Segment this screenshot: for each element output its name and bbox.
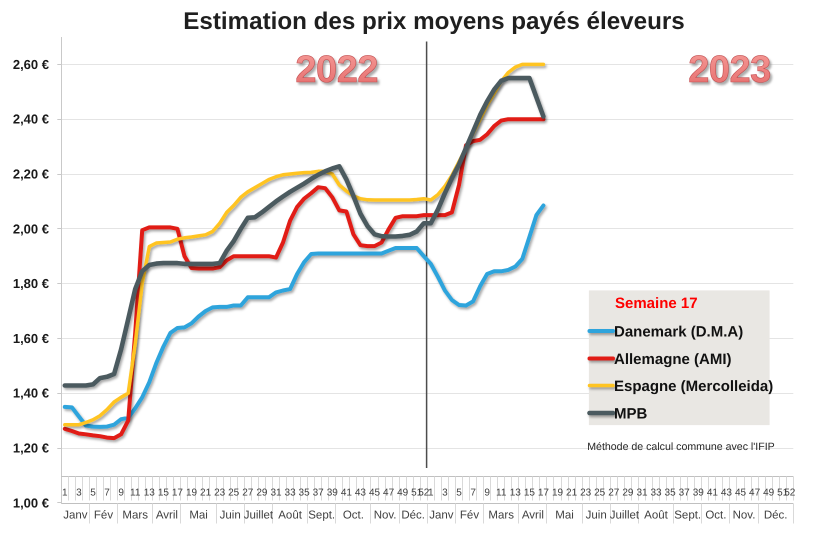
svg-text:1,20 €: 1,20 € [13, 441, 49, 456]
svg-text:23: 23 [214, 488, 226, 499]
svg-text:Août: Août [644, 510, 668, 522]
svg-text:13: 13 [510, 488, 522, 499]
svg-text:1,60 €: 1,60 € [13, 331, 49, 346]
svg-text:Déc.: Déc. [764, 510, 788, 522]
svg-text:Sept.: Sept. [308, 510, 335, 522]
svg-text:29: 29 [622, 488, 634, 499]
svg-text:23: 23 [580, 488, 592, 499]
svg-text:Danemark (D.M.A): Danemark (D.M.A) [614, 324, 743, 341]
svg-text:39: 39 [327, 488, 339, 499]
svg-text:19: 19 [186, 488, 198, 499]
svg-text:MPB: MPB [614, 406, 648, 423]
svg-text:2,00 €: 2,00 € [13, 221, 49, 236]
svg-text:Juillet: Juillet [610, 510, 640, 522]
svg-text:Janv: Janv [429, 510, 454, 522]
svg-text:41: 41 [341, 488, 353, 499]
svg-text:51: 51 [411, 488, 423, 499]
svg-text:2022: 2022 [295, 49, 378, 91]
svg-text:31: 31 [636, 488, 648, 499]
svg-text:1,80 €: 1,80 € [13, 276, 49, 291]
svg-text:37: 37 [679, 488, 691, 499]
svg-text:5: 5 [456, 488, 462, 499]
svg-text:25: 25 [594, 488, 606, 499]
svg-text:45: 45 [369, 488, 381, 499]
svg-text:29: 29 [256, 488, 268, 499]
svg-text:35: 35 [299, 488, 311, 499]
svg-text:Allemagne (AMI): Allemagne (AMI) [614, 351, 732, 368]
svg-text:Avril: Avril [156, 510, 178, 522]
svg-text:19: 19 [552, 488, 564, 499]
svg-text:21: 21 [566, 488, 578, 499]
svg-text:43: 43 [355, 488, 367, 499]
svg-text:Janv: Janv [63, 510, 88, 522]
svg-text:2,60 €: 2,60 € [13, 57, 49, 72]
svg-text:52: 52 [418, 488, 430, 499]
svg-text:Juillet: Juillet [244, 510, 274, 522]
svg-text:47: 47 [383, 488, 395, 499]
svg-text:52: 52 [784, 488, 796, 499]
svg-text:41: 41 [707, 488, 719, 499]
svg-text:49: 49 [763, 488, 775, 499]
svg-text:49: 49 [397, 488, 409, 499]
svg-text:51: 51 [777, 488, 789, 499]
svg-text:2,40 €: 2,40 € [13, 112, 49, 127]
svg-text:Août: Août [278, 510, 302, 522]
svg-text:3: 3 [76, 488, 82, 499]
svg-text:9: 9 [484, 488, 490, 499]
svg-text:Mai: Mai [189, 510, 208, 522]
svg-text:Espagne (Mercolleida): Espagne (Mercolleida) [614, 378, 773, 395]
svg-text:17: 17 [538, 488, 550, 499]
svg-text:Déc.: Déc. [401, 510, 425, 522]
svg-text:Oct.: Oct. [343, 510, 364, 522]
svg-text:Fév: Fév [94, 510, 113, 522]
svg-text:1,40 €: 1,40 € [13, 386, 49, 401]
svg-text:39: 39 [693, 488, 705, 499]
svg-text:Méthode de calcul commune avec: Méthode de calcul commune avec l'IFIP [587, 441, 775, 453]
svg-text:35: 35 [665, 488, 677, 499]
svg-text:27: 27 [242, 488, 254, 499]
svg-text:27: 27 [608, 488, 620, 499]
svg-text:15: 15 [524, 488, 536, 499]
svg-text:Estimation des prix moyens pay: Estimation des prix moyens payés éleveur… [183, 8, 684, 35]
svg-text:25: 25 [228, 488, 240, 499]
svg-text:2,20 €: 2,20 € [13, 167, 49, 182]
svg-text:11: 11 [496, 488, 507, 499]
svg-text:Mars: Mars [488, 510, 514, 522]
svg-text:Mars: Mars [122, 510, 148, 522]
svg-text:Mai: Mai [555, 510, 574, 522]
svg-text:7: 7 [470, 488, 476, 499]
svg-text:33: 33 [285, 488, 297, 499]
svg-text:11: 11 [130, 488, 141, 499]
svg-text:33: 33 [650, 488, 662, 499]
svg-text:3: 3 [442, 488, 448, 499]
svg-text:1,00 €: 1,00 € [13, 495, 49, 510]
svg-text:2023: 2023 [688, 49, 771, 91]
svg-text:45: 45 [735, 488, 747, 499]
svg-text:Juin: Juin [586, 510, 607, 522]
svg-text:43: 43 [721, 488, 733, 499]
svg-text:Avril: Avril [522, 510, 544, 522]
svg-text:1: 1 [62, 488, 68, 499]
svg-text:9: 9 [118, 488, 124, 499]
svg-text:17: 17 [172, 488, 184, 499]
svg-text:13: 13 [144, 488, 156, 499]
svg-text:15: 15 [158, 488, 170, 499]
svg-text:31: 31 [270, 488, 282, 499]
svg-text:7: 7 [104, 488, 110, 499]
svg-text:Semaine 17: Semaine 17 [615, 295, 698, 312]
svg-text:47: 47 [749, 488, 761, 499]
svg-text:Sept.: Sept. [674, 510, 701, 522]
svg-text:37: 37 [313, 488, 325, 499]
svg-text:Fév: Fév [460, 510, 479, 522]
svg-text:Nov.: Nov. [733, 510, 756, 522]
svg-text:1: 1 [428, 488, 434, 499]
svg-text:Juin: Juin [220, 510, 241, 522]
svg-text:Nov.: Nov. [374, 510, 397, 522]
svg-text:5: 5 [90, 488, 96, 499]
svg-text:Oct.: Oct. [705, 510, 726, 522]
svg-text:21: 21 [200, 488, 212, 499]
